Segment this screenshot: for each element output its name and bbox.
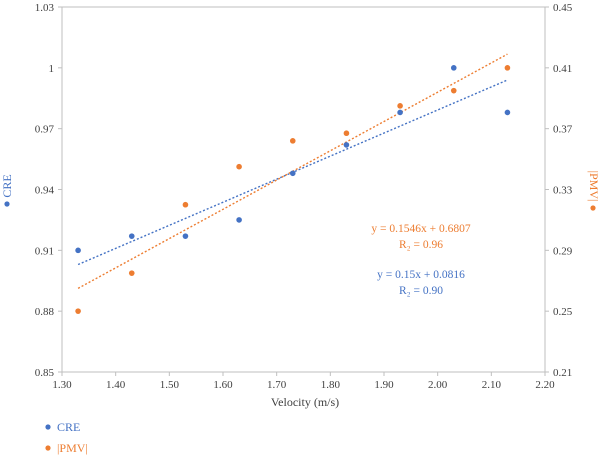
pmv-data-point [75, 308, 81, 314]
x-tick-label: 2.00 [428, 379, 448, 391]
y-left-tick-label: 0.91 [35, 245, 54, 257]
x-axis-title: Velocity (m/s) [271, 395, 339, 409]
x-tick-label: 1.50 [160, 379, 180, 391]
cre-equation-text: y = 0.15x + 0.0816 [377, 269, 465, 281]
tick-labels: 1.30 1.40 1.50 1.60 1.70 1.80 1.90 2.00 2.10 2.20… [35, 2, 573, 391]
pmv-data-point [450, 87, 457, 94]
x-tick-label: 1.30 [52, 379, 72, 391]
x-tick-label: 2.10 [482, 379, 502, 391]
y-right-tick-label: 0.33 [553, 185, 573, 197]
y-left-tick-label: 0.94 [35, 185, 55, 197]
cre-data-point [289, 170, 296, 177]
x-tick-label: 1.40 [106, 379, 126, 391]
y-right-tick-label: 0.45 [553, 2, 573, 14]
legend-item-cre: CRE [45, 420, 80, 434]
pmv-r2-text: R₂ = 0.96 [399, 239, 443, 251]
pmv-data-point [289, 138, 296, 144]
x-tick-label: 1.60 [213, 379, 233, 391]
legend: CRE |PMV| [45, 420, 88, 455]
y-right-tick-label: 0.21 [553, 367, 572, 379]
legend-pmv-label: |PMV| [57, 441, 88, 455]
cre-data-point [343, 142, 350, 148]
y-left-tick-label: 0.85 [35, 367, 55, 379]
cre-data-point [236, 217, 242, 223]
cre-data-point [75, 247, 81, 254]
y-axis-left-label: CRE [0, 174, 14, 197]
legend-item-pmv: |PMV| [45, 441, 88, 455]
pmv-equation-text: y = 0.1546x + 0.6807 [371, 223, 470, 235]
y-right-tick-label: 0.41 [553, 63, 572, 75]
x-tick-label: 1.90 [374, 379, 394, 391]
y-left-tick-label: 0.97 [35, 124, 55, 136]
pmv-data-point [182, 201, 189, 208]
pmv-data-point [343, 130, 350, 137]
pmv-data-point [504, 65, 511, 71]
y-axis-right-label: |PMV| [587, 171, 600, 202]
pmv-data-point [397, 103, 403, 109]
cre-r2-text: R₂ = 0.90 [399, 285, 443, 297]
plot-area-frame [61, 6, 546, 373]
y-left-tick-label: 1.03 [35, 2, 55, 14]
x-tick-label: 1.70 [267, 379, 287, 391]
legend-pmv-marker-icon [45, 445, 51, 451]
cre-data-point [450, 65, 457, 71]
x-tick-label: 2.20 [535, 379, 555, 391]
axes [58, 6, 549, 376]
pmv-equation: y = 0.1546x + 0.6807 R₂ = 0.96 [371, 223, 470, 251]
pmv-marker-icon [590, 205, 596, 211]
cre-data-point [128, 233, 135, 239]
cre-marker-icon [4, 201, 10, 207]
legend-cre-marker-icon [45, 424, 51, 430]
pmv-data-point [236, 163, 242, 170]
cre-equation: y = 0.15x + 0.0816 R₂ = 0.90 [377, 269, 465, 297]
x-tick-label: 1.80 [321, 379, 341, 391]
data-points [75, 65, 511, 314]
y-axis-left-title: CRE [0, 174, 14, 207]
legend-cre-label: CRE [57, 420, 80, 434]
y-left-tick-label: 0.88 [35, 306, 55, 318]
y-left-tick-label: 1 [49, 63, 55, 75]
cre-data-point [504, 109, 511, 116]
y-right-tick-label: 0.37 [553, 124, 573, 136]
cre-data-point [182, 233, 189, 239]
y-right-tick-label: 0.25 [553, 306, 573, 318]
pmv-data-point [128, 270, 135, 276]
cre-data-point [397, 109, 403, 116]
y-axis-right-title: |PMV| [587, 171, 600, 211]
y-right-tick-label: 0.29 [553, 245, 573, 257]
